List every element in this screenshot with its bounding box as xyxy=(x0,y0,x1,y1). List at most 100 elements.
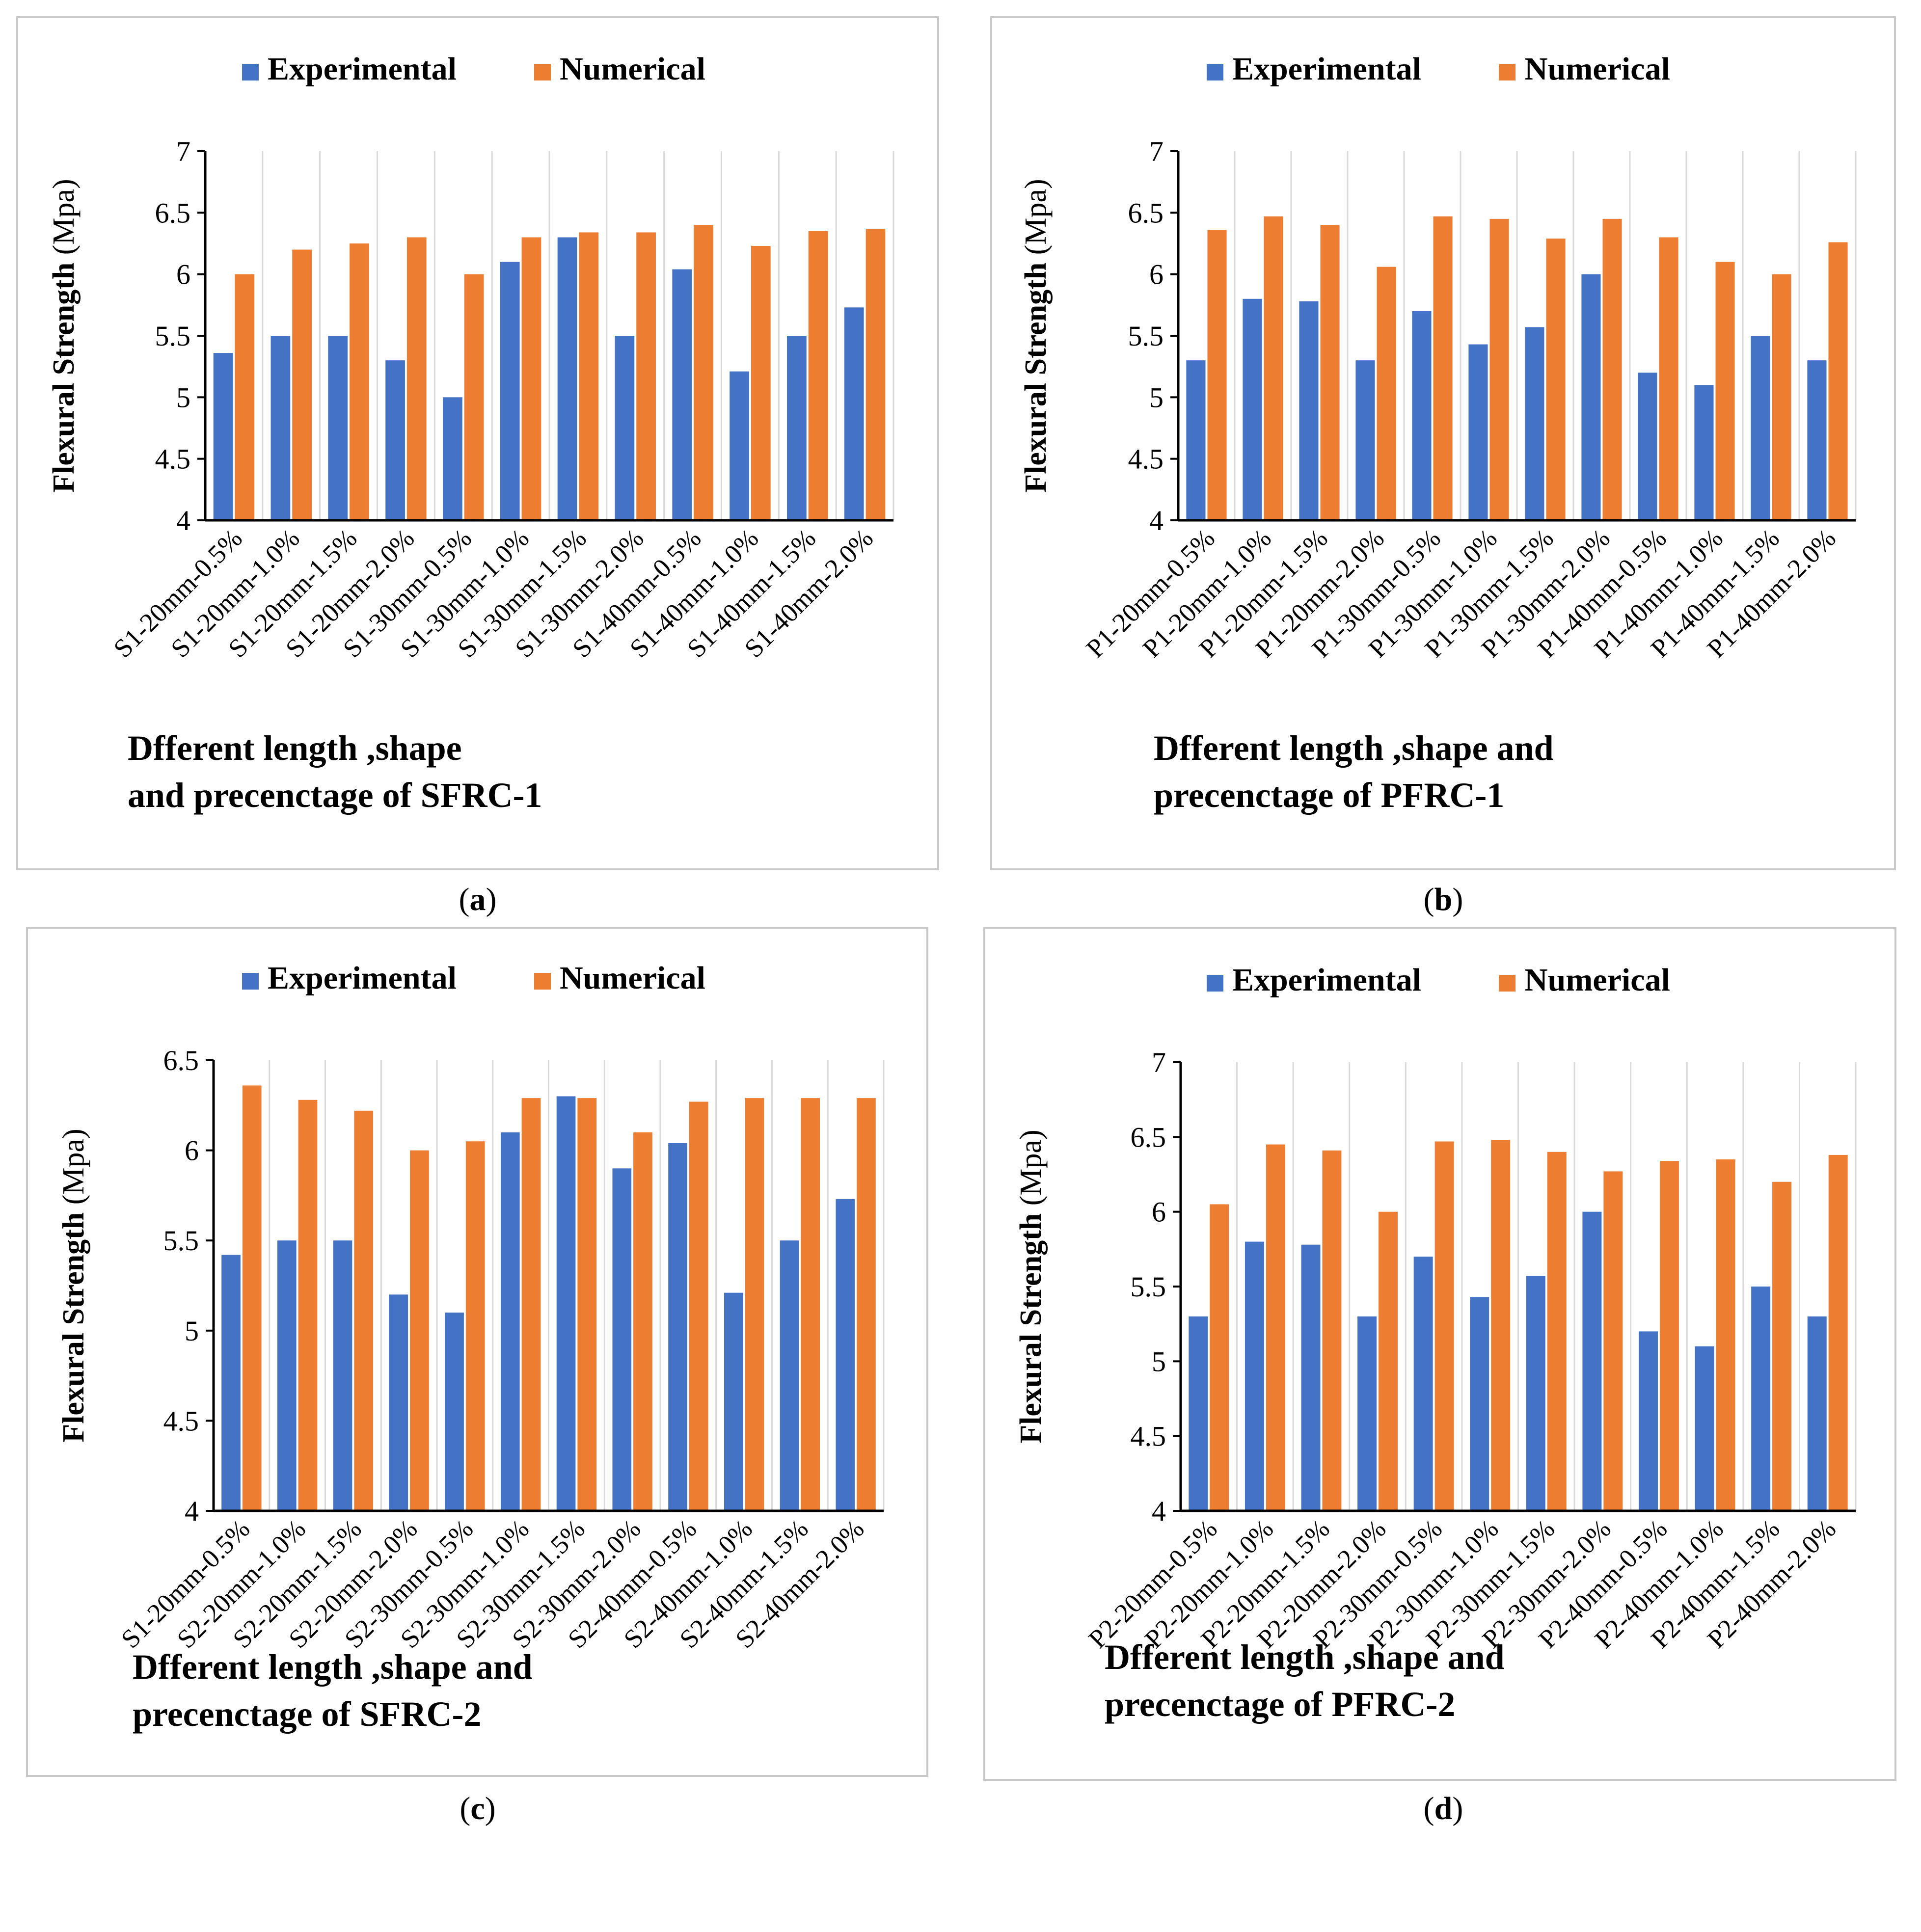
caption-d: (d) xyxy=(1423,1791,1463,1826)
y-tick-label: 6 xyxy=(1149,259,1163,291)
x-axis-title-line: Dfferent length ,shape and xyxy=(133,1647,533,1687)
y-tick-label: 4 xyxy=(185,1495,199,1527)
bar-experimental xyxy=(1189,1316,1208,1511)
y-tick-label: 5 xyxy=(1149,381,1163,413)
y-tick-label: 4.5 xyxy=(1128,443,1164,475)
bar-numerical xyxy=(1210,1204,1229,1511)
bar-numerical xyxy=(1322,1150,1342,1511)
y-tick-label: 7 xyxy=(1149,135,1163,167)
y-axis-label-main: Flexural Strength xyxy=(1014,1206,1048,1444)
x-axis-title-line: Dfferent length ,shape xyxy=(128,728,462,768)
bar-numerical xyxy=(1828,1154,1848,1511)
bar-numerical xyxy=(751,246,771,521)
chart-b: 44.555.566.57P1-20mm-0.5%P1-20mm-1.0%P1-… xyxy=(1019,51,1857,815)
legend-swatch-numerical xyxy=(534,64,551,80)
bar-numerical xyxy=(521,237,541,520)
y-axis-label: Flexural Strength (Mpa) xyxy=(57,1128,90,1442)
bar-numerical xyxy=(1489,218,1509,520)
y-tick-label: 7 xyxy=(176,135,190,167)
y-tick-label: 4 xyxy=(176,505,190,537)
bar-experimental xyxy=(1355,360,1375,520)
bar-experimental xyxy=(672,269,692,520)
y-tick-label: 4.5 xyxy=(1131,1421,1166,1452)
chart-c: 44.555.566.5S1-20mm-0.5%S2-20mm-1.0%S2-2… xyxy=(57,960,885,1734)
x-axis-title-line: precenctage of PFRC-2 xyxy=(1105,1685,1455,1724)
bar-experimental xyxy=(445,1313,464,1511)
legend-label-experimental: Experimental xyxy=(268,51,457,87)
y-tick-label: 5.5 xyxy=(1128,320,1164,352)
y-tick-label: 6.5 xyxy=(1128,197,1164,229)
bar-numerical xyxy=(406,237,427,520)
legend-label-numerical: Numerical xyxy=(1524,962,1670,998)
legend-label-numerical: Numerical xyxy=(560,51,705,87)
y-axis-label: Flexural Strength (Mpa) xyxy=(1014,1129,1048,1443)
bar-numerical xyxy=(242,1085,262,1511)
bar-experimental xyxy=(500,1132,520,1511)
x-axis-title-line: Dfferent length ,shape and xyxy=(1105,1637,1505,1677)
y-tick-label: 6.5 xyxy=(155,197,191,229)
bar-numerical xyxy=(1491,1140,1511,1511)
bar-numerical xyxy=(1715,262,1735,520)
bar-numerical xyxy=(1377,267,1396,520)
caption-c: (c) xyxy=(460,1791,496,1826)
bar-experimental xyxy=(730,371,749,520)
legend-label-experimental: Experimental xyxy=(1232,962,1421,998)
legend-swatch-numerical xyxy=(534,973,551,990)
bar-experimental xyxy=(1695,1346,1714,1511)
bar-numerical xyxy=(1264,216,1283,520)
legend-swatch-numerical xyxy=(1499,975,1515,992)
x-axis-title-line: precenctage of SFRC-2 xyxy=(133,1694,481,1734)
bar-numerical xyxy=(464,274,484,520)
bar-experimental xyxy=(1582,1211,1602,1511)
bar-numerical xyxy=(1434,1141,1454,1511)
y-tick-label: 5.5 xyxy=(163,1225,199,1257)
y-tick-label: 5 xyxy=(1152,1345,1166,1377)
y-axis-label: Flexural Strength (Mpa) xyxy=(1019,179,1053,492)
y-tick-label: 6.5 xyxy=(1131,1121,1166,1153)
bar-numerical xyxy=(745,1098,764,1511)
bar-experimental xyxy=(1412,311,1432,520)
bar-experimental xyxy=(557,237,577,520)
y-tick-label: 6.5 xyxy=(163,1045,199,1076)
bar-experimental xyxy=(389,1294,408,1511)
bar-numerical xyxy=(808,231,828,520)
y-axis-label-main: Flexural Strength xyxy=(1019,255,1053,493)
bar-experimental xyxy=(333,1240,352,1511)
y-tick-label: 5.5 xyxy=(1131,1271,1166,1303)
bar-numerical xyxy=(350,243,369,520)
bar-numerical xyxy=(298,1100,318,1511)
bar-experimental xyxy=(1751,336,1770,520)
y-tick-label: 4 xyxy=(1149,505,1163,537)
bar-numerical xyxy=(1772,1181,1792,1511)
bar-numerical xyxy=(410,1150,429,1511)
bar-experimental xyxy=(1470,1297,1489,1511)
bar-experimental xyxy=(1581,274,1601,520)
bar-numerical xyxy=(1207,230,1227,521)
bar-experimental xyxy=(1694,385,1714,520)
y-axis-label-main: Flexural Strength xyxy=(57,1205,90,1443)
bar-experimental xyxy=(385,360,405,520)
bar-numerical xyxy=(1379,1211,1398,1511)
y-tick-label: 5 xyxy=(176,381,190,413)
chart-a: 44.555.566.57S1-20mm-0.5%S1-20mm-1.0%S1-… xyxy=(47,51,894,815)
bar-experimental xyxy=(328,336,348,520)
bar-experimental xyxy=(1526,1276,1545,1511)
bar-experimental xyxy=(1413,1257,1433,1511)
bar-experimental xyxy=(1639,1331,1658,1511)
bar-experimental xyxy=(1186,360,1206,520)
bar-numerical xyxy=(465,1141,485,1511)
legend-label-numerical: Numerical xyxy=(1524,51,1670,87)
y-axis-label-unit: (Mpa) xyxy=(1019,179,1053,255)
x-axis-title-line: and precenctage of SFRC-1 xyxy=(128,776,542,815)
y-tick-label: 6 xyxy=(176,259,190,291)
y-tick-label: 5 xyxy=(185,1315,199,1347)
bar-numerical xyxy=(1266,1144,1285,1511)
bar-experimental xyxy=(787,336,807,520)
bar-numerical xyxy=(1602,218,1622,520)
bar-experimental xyxy=(1468,344,1488,520)
y-axis-label-unit: (Mpa) xyxy=(47,179,81,255)
bar-numerical xyxy=(1603,1171,1623,1511)
y-axis-label-unit: (Mpa) xyxy=(57,1128,90,1205)
bar-experimental xyxy=(1751,1287,1771,1511)
y-tick-label: 7 xyxy=(1152,1046,1166,1078)
